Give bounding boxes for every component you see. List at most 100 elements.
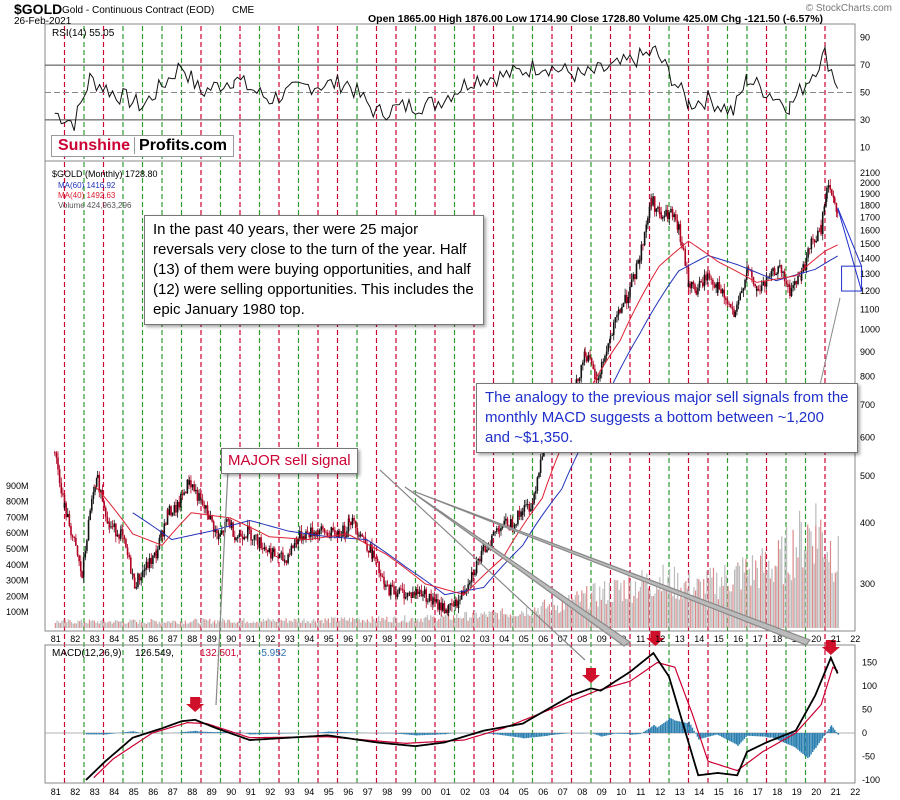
volume-bar: [357, 620, 359, 628]
macd-histogram-bar: [137, 732, 140, 733]
volume-bar: [732, 584, 734, 628]
macd-histogram-bar: [433, 733, 435, 735]
price-bar: [435, 599, 438, 602]
price-bar: [682, 247, 685, 250]
price-bar: [356, 528, 359, 535]
volume-bar: [371, 616, 373, 628]
volume-bar: [166, 621, 169, 628]
volume-bar: [123, 622, 125, 628]
price-bar: [520, 511, 522, 517]
price-bar: [234, 536, 236, 540]
volume-bar: [116, 620, 118, 628]
volume-bar: [77, 620, 79, 628]
macd-histogram-bar: [186, 731, 188, 733]
volume-bar: [326, 620, 328, 628]
macd-histogram-bar: [698, 733, 700, 740]
price-bar: [229, 519, 231, 528]
macd-histogram-bar: [231, 732, 233, 733]
macd-histogram-bar: [446, 733, 448, 735]
volume-bar: [764, 551, 767, 628]
volume-bar: [422, 622, 424, 628]
volume-bar: [392, 617, 394, 628]
price-bar: [459, 599, 461, 601]
price-bar: [703, 274, 706, 287]
price-bar: [627, 297, 630, 304]
macd-histogram-bar: [495, 733, 497, 735]
price-axis-tick: 500: [860, 471, 875, 481]
price-bar: [829, 185, 831, 190]
volume-bar: [322, 623, 325, 628]
volume-bar: [831, 573, 833, 628]
price-bar: [272, 548, 274, 553]
volume-bar: [430, 615, 432, 628]
macd-histogram-bar: [795, 733, 798, 749]
volume-bar: [504, 614, 507, 628]
volume-bar: [79, 621, 81, 628]
volume-bar: [566, 598, 568, 628]
macd-histogram-bar: [498, 733, 500, 735]
macd-histogram-bar: [428, 733, 430, 735]
volume-bar: [196, 619, 198, 628]
price-bar: [308, 532, 311, 538]
price-bar: [637, 259, 639, 264]
price-bar: [484, 546, 487, 553]
volume-bar: [282, 620, 284, 628]
price-bar: [739, 293, 741, 301]
macd-histogram-bar: [615, 733, 617, 734]
volume-bar: [192, 620, 195, 628]
macd-histogram-bar: [526, 733, 528, 739]
x-axis-label: 00: [421, 787, 431, 797]
macd-histogram-bar: [803, 733, 806, 756]
price-bar: [660, 212, 662, 219]
price-bar: [167, 509, 169, 515]
volume-bar: [244, 623, 247, 628]
volume-bar: [54, 623, 56, 628]
macd-histogram-bar: [345, 732, 348, 733]
price-bar: [741, 290, 743, 294]
price-bar: [191, 484, 194, 488]
volume-bar: [696, 578, 698, 628]
price-bar: [271, 552, 274, 559]
x-axis-label: 01: [441, 634, 451, 644]
volume-bar: [446, 613, 448, 628]
macd-histogram-bar: [820, 733, 822, 741]
macd-histogram-bar: [444, 733, 447, 735]
price-bar: [89, 510, 91, 521]
price-bar: [755, 288, 758, 291]
volume-bar: [391, 622, 393, 628]
price-bar: [428, 593, 431, 601]
macd-panel: [44, 644, 856, 784]
price-bar: [657, 207, 659, 209]
volume-bar: [452, 615, 455, 628]
macd-histogram-bar: [730, 733, 733, 742]
volume-bar: [106, 622, 108, 628]
price-bar: [625, 294, 628, 304]
volume-bar: [638, 591, 640, 628]
price-bar: [712, 279, 714, 285]
volume-bar: [417, 618, 419, 628]
macd-histogram-bar: [183, 731, 185, 733]
macd-histogram-bar: [693, 730, 695, 733]
macd-histogram-bar: [405, 733, 408, 735]
price-bar: [464, 590, 466, 594]
rsi-axis-tick: 50: [860, 88, 870, 98]
price-bar: [789, 285, 791, 297]
price-bar: [385, 584, 387, 587]
volume-bar: [207, 620, 209, 628]
volume-bar: [828, 561, 830, 628]
macd-histogram-bar: [534, 733, 536, 738]
macd-histogram-bar: [415, 733, 417, 736]
macd-histogram-bar: [527, 733, 530, 738]
macd-histogram-bar: [628, 733, 630, 735]
price-bar: [807, 248, 809, 258]
price-bar: [292, 545, 294, 548]
price-legend-main: $GOLD (Monthly) 1728.80: [52, 169, 158, 179]
price-bar: [188, 480, 191, 485]
volume-bar: [415, 620, 417, 628]
volume-bar: [485, 614, 487, 628]
price-bar: [95, 477, 98, 487]
price-bar: [361, 534, 363, 537]
price-bar: [403, 589, 405, 599]
macd-axis-tick: -50: [862, 752, 875, 762]
price-bar: [737, 300, 740, 305]
